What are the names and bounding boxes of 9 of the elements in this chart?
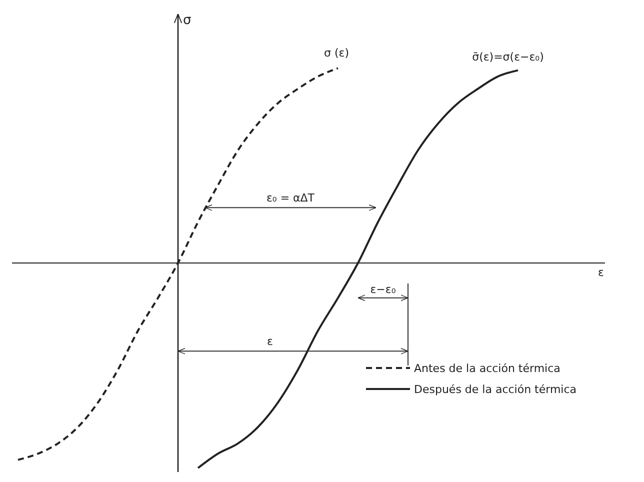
text: ε — [598, 266, 604, 279]
annotation: ε−ε₀ — [370, 282, 396, 296]
legend-label: Antes de la acción térmica — [414, 362, 560, 375]
text: σ̄(ε)=σ(ε−ε₀) — [472, 50, 544, 64]
annotation: ε — [267, 335, 274, 348]
text: σ (ε) — [324, 46, 349, 60]
legend-label: Después de la acción térmica — [414, 383, 577, 396]
y-axis-title: σ — [183, 13, 192, 28]
annotation: ε₀ = αΔT — [266, 192, 315, 205]
